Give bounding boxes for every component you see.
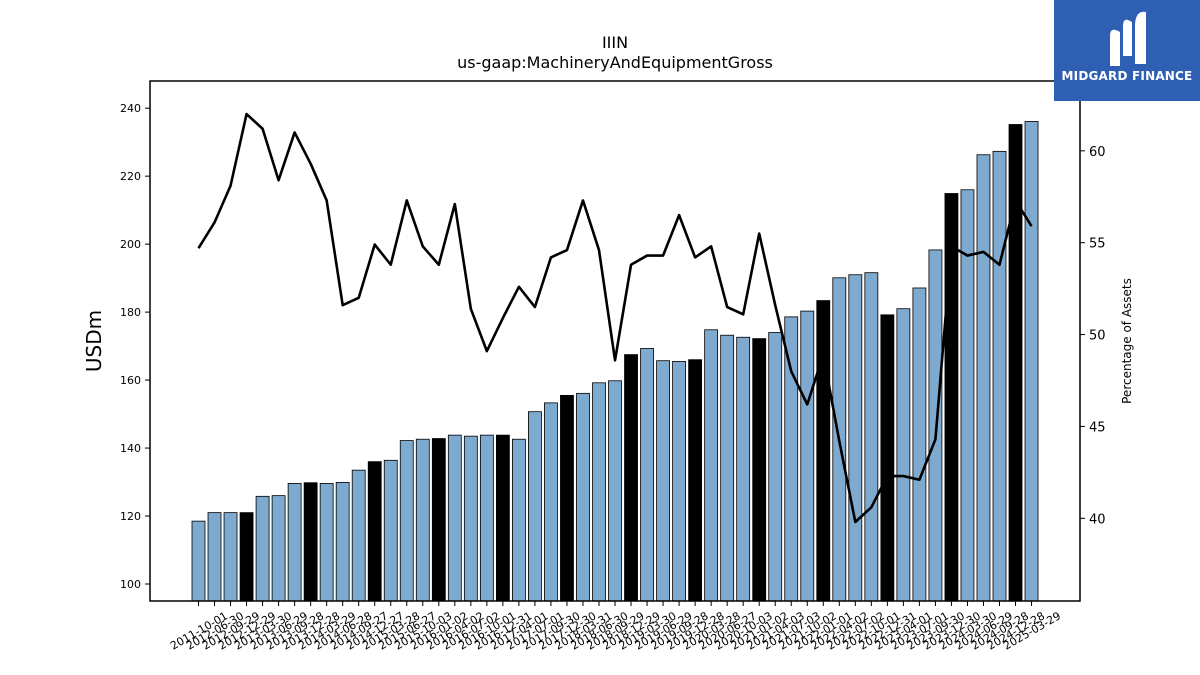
y-tick-label: 140 xyxy=(120,442,141,455)
bar xyxy=(239,512,254,602)
bar xyxy=(431,438,446,602)
logo-text: MIDGARD FINANCE xyxy=(1061,69,1193,83)
y-tick-label: 120 xyxy=(120,510,141,523)
y2-axis-label: Percentage of Assets xyxy=(1120,278,1134,404)
bar xyxy=(463,435,478,602)
y-tick-label: 180 xyxy=(120,306,141,319)
y2-tick-label: 50 xyxy=(1089,329,1106,344)
y2-tick-label: 45 xyxy=(1089,420,1106,435)
bar xyxy=(864,272,879,602)
bar xyxy=(784,316,799,602)
bar xyxy=(303,482,318,602)
bar xyxy=(383,459,398,602)
y-tick-label: 160 xyxy=(120,374,141,387)
bar xyxy=(800,310,815,602)
chart-subtitle: us-gaap:MachineryAndEquipmentGross xyxy=(457,53,773,72)
bar xyxy=(207,512,222,602)
bar xyxy=(592,382,606,602)
bar xyxy=(415,438,430,602)
bar xyxy=(816,300,831,602)
bar xyxy=(495,434,510,602)
y2-tick-label: 60 xyxy=(1089,145,1106,160)
bar xyxy=(960,189,975,602)
bar xyxy=(223,512,238,602)
bar xyxy=(560,394,574,602)
bar xyxy=(319,483,334,602)
y-tick-label: 220 xyxy=(120,170,141,183)
logo: MIDGARD FINANCE xyxy=(1054,0,1200,101)
bar xyxy=(672,360,686,602)
bar xyxy=(544,402,558,602)
bar xyxy=(512,438,526,602)
bar xyxy=(704,329,719,602)
bar xyxy=(624,354,638,602)
bar xyxy=(688,359,703,602)
bar xyxy=(992,150,1007,602)
bar xyxy=(736,336,751,602)
y-axis-label: USDm xyxy=(82,310,106,372)
pct-of-assets-line xyxy=(197,112,1033,524)
bar xyxy=(768,332,783,602)
bar xyxy=(255,495,270,602)
bar xyxy=(576,392,590,602)
bar xyxy=(399,440,414,602)
midgard-logo-icon xyxy=(1110,11,1146,66)
bar xyxy=(720,334,735,602)
bar xyxy=(1024,121,1039,602)
bar xyxy=(752,338,767,602)
bar xyxy=(191,520,206,602)
bar xyxy=(1008,124,1023,602)
bar xyxy=(880,314,895,602)
bar xyxy=(367,461,382,602)
y-tick-label: 200 xyxy=(120,238,141,251)
bar xyxy=(912,287,927,602)
chart-title: IIIN xyxy=(602,33,628,52)
bar xyxy=(656,360,670,602)
bar xyxy=(976,154,991,602)
bar xyxy=(351,469,366,602)
bar xyxy=(335,481,350,602)
y-tick-label: 240 xyxy=(120,102,141,115)
bar xyxy=(640,348,654,602)
bar xyxy=(608,380,622,602)
bar xyxy=(528,411,542,602)
y2-tick-label: 55 xyxy=(1089,237,1106,252)
bar xyxy=(479,434,494,602)
bar xyxy=(848,274,863,602)
bar xyxy=(287,483,302,602)
bar xyxy=(271,495,286,602)
line-group xyxy=(197,112,1033,524)
bar xyxy=(447,434,462,602)
y-tick-label: 100 xyxy=(120,578,141,591)
bar xyxy=(896,308,911,602)
y2-tick-label: 40 xyxy=(1089,512,1106,527)
